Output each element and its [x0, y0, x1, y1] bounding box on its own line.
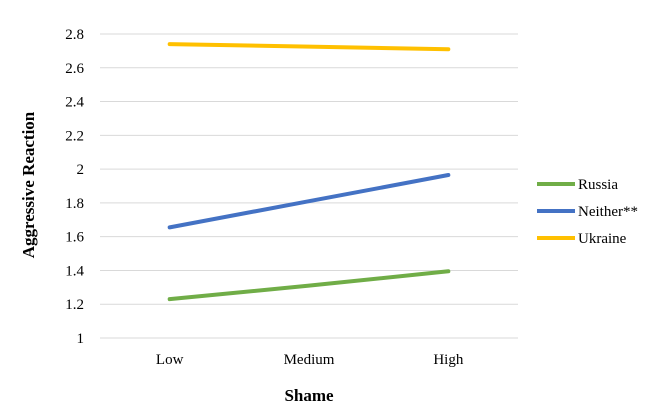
series-line-russia [167, 269, 451, 302]
y-tick-label: 2 [77, 162, 85, 178]
y-tick-label: 2.2 [65, 128, 84, 144]
y-tick-label: 1.4 [65, 263, 84, 279]
x-tick-label: High [433, 352, 464, 368]
y-axis-title: Aggressive Reaction [19, 111, 38, 258]
x-tick-label: Medium [284, 352, 335, 368]
y-tick-label: 2.8 [65, 27, 84, 43]
gridlines [100, 33, 518, 339]
x-axis-title: Shame [284, 386, 334, 405]
x-tick-label: Low [156, 352, 184, 368]
series-line-ukraine [167, 42, 451, 52]
series-lines [167, 42, 451, 302]
y-tick-label: 2.4 [65, 95, 84, 111]
y-tick-label: 2.6 [65, 61, 84, 77]
x-tick-labels: Low Medium High [156, 352, 464, 368]
y-tick-label: 1 [77, 331, 85, 347]
legend-label: Ukraine [578, 231, 627, 247]
y-tick-labels: 1 1.2 1.4 1.6 1.8 2 2.2 2.4 2.6 2.8 [65, 27, 84, 347]
y-tick-label: 1.6 [65, 230, 84, 246]
y-tick-label: 1.2 [65, 297, 84, 313]
legend: Russia Neither** Ukraine [537, 177, 638, 247]
series-line-neither [167, 173, 451, 230]
y-tick-label: 1.8 [65, 196, 84, 212]
legend-label: Neither** [578, 204, 638, 220]
legend-label: Russia [578, 177, 618, 193]
